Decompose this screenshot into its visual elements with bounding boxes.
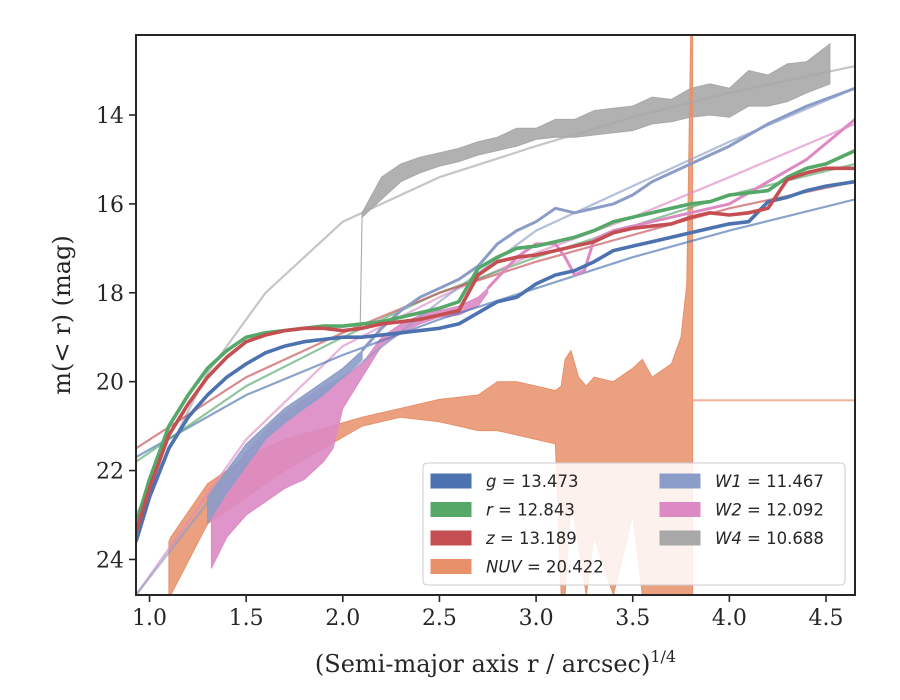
legend-swatch xyxy=(430,530,472,546)
y-tick-label: 24 xyxy=(96,548,124,573)
series-lines xyxy=(136,86,855,543)
legend-item-w4: W4 = 10.688 xyxy=(659,529,824,548)
axis-ticks: 1.0 1.5 2.0 2.5 3.0 3.5 4.0 4.5 14 16 18 20 22 24 xyxy=(96,104,844,631)
legend-item-w2: W2 = 12.092 xyxy=(659,501,824,520)
legend-swatch xyxy=(659,502,701,517)
legend-swatch xyxy=(430,559,472,574)
x-tick-label: 4.5 xyxy=(809,606,844,631)
legend-item-nuv: NUV = 20.422 xyxy=(430,558,604,577)
x-tick-label: 1.5 xyxy=(229,606,264,631)
series-r-line xyxy=(136,148,855,525)
y-tick-label: 14 xyxy=(96,104,124,129)
series-fills xyxy=(168,35,831,595)
series-w1-line xyxy=(360,86,855,352)
legend-swatch xyxy=(659,473,701,489)
plot-frame xyxy=(135,34,856,596)
series-w4-model-line xyxy=(136,65,855,516)
legend-item-w1: W1 = 11.467 xyxy=(659,472,824,491)
y-axis-title: m(< r) (mag) xyxy=(48,235,76,394)
legend-label: z = 13.189 xyxy=(485,529,577,548)
legend-label: NUV = 20.422 xyxy=(486,558,604,577)
series-w1-model-line xyxy=(136,87,855,595)
legend-box xyxy=(422,462,846,586)
legend-item-z: z = 13.189 xyxy=(430,529,577,548)
x-axis-title: (Semi-major axis r / arcsec)1/4 xyxy=(315,647,676,678)
legend-label: W1 = 11.467 xyxy=(715,472,824,491)
x-tick-label: 3.0 xyxy=(519,606,554,631)
y-tick-label: 16 xyxy=(96,193,124,218)
legend-label: W4 = 10.688 xyxy=(715,529,824,548)
legend-swatch xyxy=(430,473,472,489)
series-g-model-line xyxy=(136,198,855,459)
legend-label: W2 = 12.092 xyxy=(715,501,824,520)
series-w4-band xyxy=(359,42,831,329)
x-tick-label: 1.0 xyxy=(132,606,167,631)
x-tick-label: 3.5 xyxy=(615,606,650,631)
x-axis-exponent: 1/4 xyxy=(650,647,676,666)
x-tick-label: 2.5 xyxy=(422,606,457,631)
legend-item-r: r = 12.843 xyxy=(430,501,575,520)
y-tick-label: 22 xyxy=(96,460,124,485)
legend-swatch xyxy=(659,530,701,546)
y-tick-label: 18 xyxy=(96,282,124,307)
legend: g = 13.473 r = 12.843 z = 13.189 NUV = 20.4… xyxy=(422,462,846,586)
series-z-line xyxy=(136,166,855,534)
legend-item-g: g = 13.473 xyxy=(430,472,579,491)
x-tick-label: 2.0 xyxy=(325,606,360,631)
series-g-line xyxy=(136,179,855,543)
legend-label: r = 12.843 xyxy=(486,501,575,520)
legend-label: g = 13.473 xyxy=(486,472,579,491)
legend-swatch xyxy=(430,502,472,517)
y-tick-label: 20 xyxy=(96,371,124,396)
x-tick-label: 4.0 xyxy=(712,606,747,631)
series-w1-band xyxy=(207,349,363,526)
